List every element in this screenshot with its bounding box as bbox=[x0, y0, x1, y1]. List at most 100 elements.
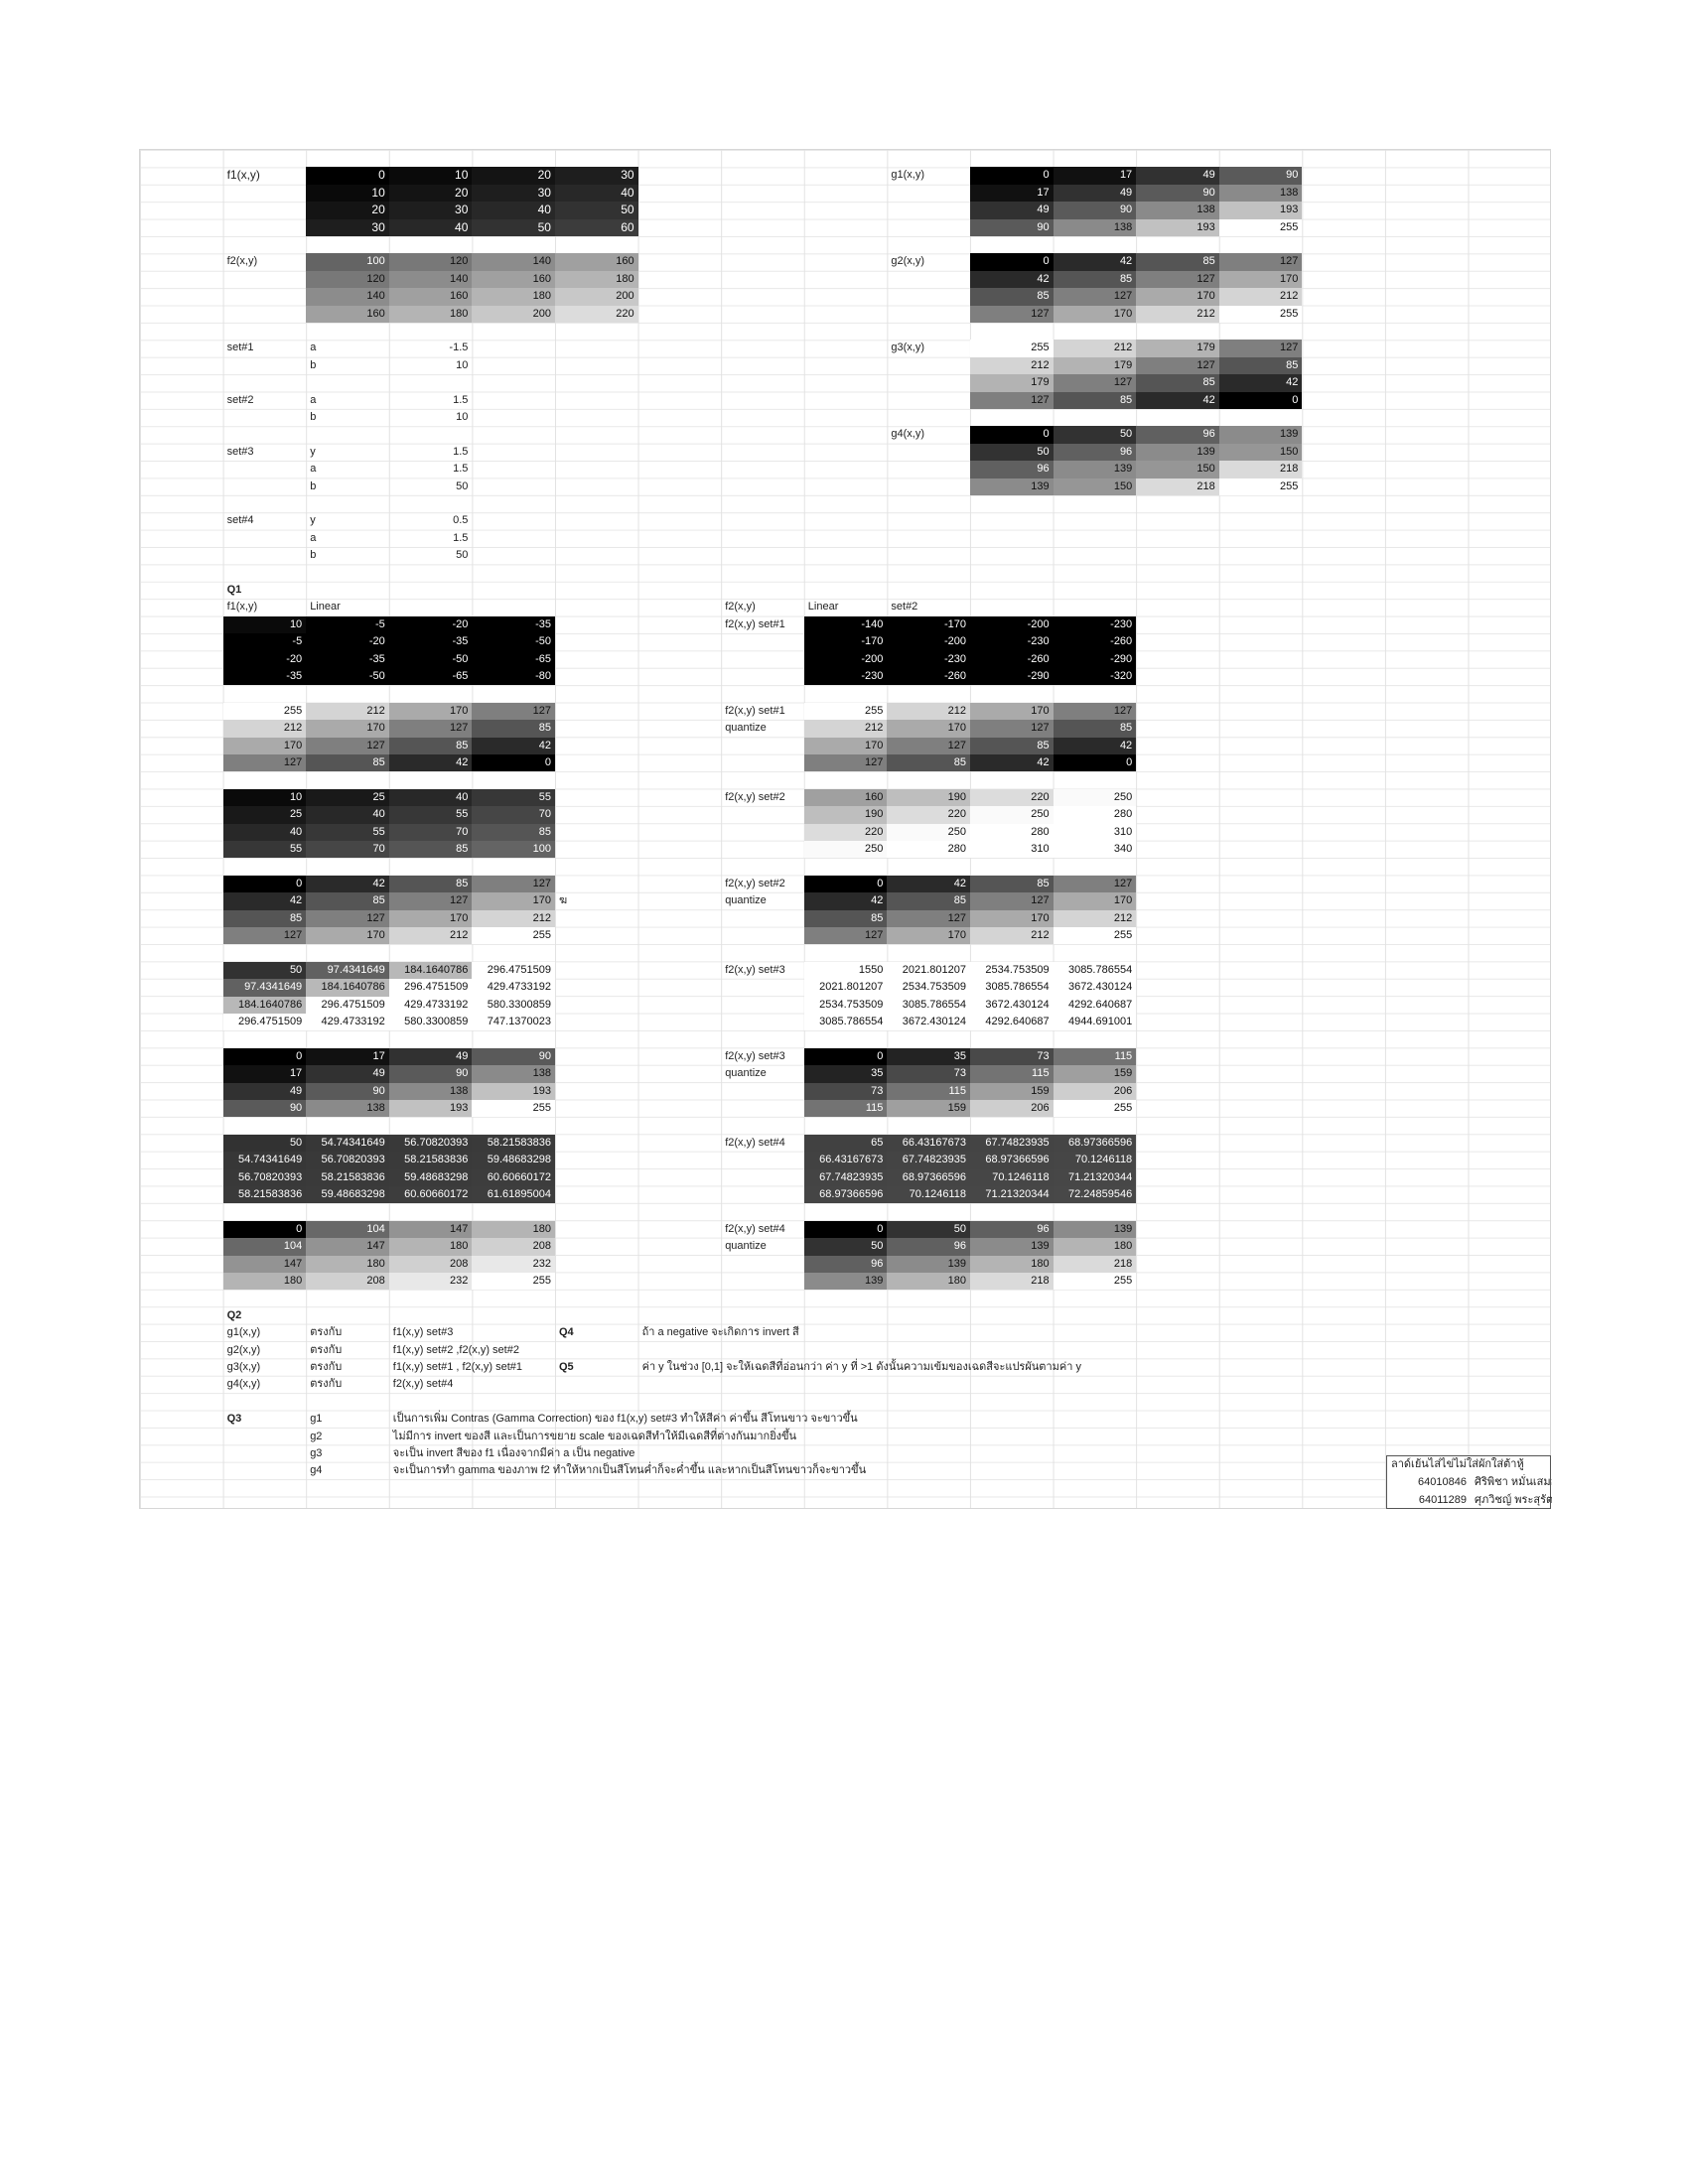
cell-label: f1(x,y) bbox=[226, 168, 260, 183]
matrix-cell: 180 bbox=[388, 1238, 473, 1256]
matrix-cell: -260 bbox=[1053, 633, 1137, 651]
matrix-cell: -65 bbox=[472, 650, 555, 668]
matrix-cell: 1550 bbox=[803, 961, 888, 980]
matrix-cell: -290 bbox=[1053, 650, 1137, 668]
matrix-cell: 139 bbox=[887, 1255, 970, 1273]
matrix-cell: 127 bbox=[887, 737, 970, 754]
matrix-cell: 0 bbox=[472, 754, 555, 772]
matrix-cell: 255 bbox=[1053, 1100, 1137, 1118]
cell-label: f2(x,y) set#3 bbox=[725, 963, 785, 976]
matrix-cell: 50 bbox=[472, 218, 555, 236]
matrix-cell: 3672.430124 bbox=[887, 1014, 970, 1031]
matrix-cell: 310 bbox=[1053, 823, 1137, 841]
matrix-cell: 170 bbox=[887, 927, 970, 945]
matrix-cell: 85 bbox=[1136, 374, 1219, 392]
matrix-cell: 55 bbox=[388, 806, 473, 824]
matrix-cell: 170 bbox=[388, 702, 473, 721]
matrix-cell: 150 bbox=[1053, 478, 1137, 495]
matrix-cell: -65 bbox=[388, 668, 473, 686]
matrix-cell: 59.48683298 bbox=[472, 1152, 555, 1169]
matrix-cell: 97.4341649 bbox=[222, 979, 307, 997]
cell-label: g4 bbox=[310, 1464, 323, 1477]
matrix-cell: 255 bbox=[970, 340, 1054, 357]
cell-label: g3(x,y) bbox=[891, 341, 925, 354]
matrix-cell: 180 bbox=[970, 1255, 1054, 1273]
matrix-cell: 54.74341649 bbox=[306, 1134, 389, 1153]
matrix-cell: 40 bbox=[222, 823, 307, 841]
matrix-cell: 0 bbox=[803, 1047, 888, 1066]
matrix-cell: 127 bbox=[1053, 702, 1137, 721]
matrix-cell: 170 bbox=[1218, 270, 1303, 289]
student-id: 64011289 bbox=[1418, 1494, 1467, 1506]
matrix-cell: 580.3300859 bbox=[388, 1014, 473, 1031]
matrix-cell: 85 bbox=[970, 875, 1054, 893]
matrix-cell: 0 bbox=[1218, 391, 1303, 409]
matrix-cell: 40 bbox=[388, 788, 473, 807]
matrix-cell: 49 bbox=[306, 1065, 389, 1083]
matrix-cell: 206 bbox=[1053, 1082, 1137, 1100]
cell-label: f2(x,y) set#2 bbox=[725, 790, 785, 803]
matrix-cell: 180 bbox=[555, 270, 638, 289]
matrix-cell: 147 bbox=[222, 1255, 307, 1273]
matrix-cell: 170 bbox=[803, 737, 888, 754]
student-id: 64010846 bbox=[1418, 1476, 1467, 1488]
matrix-cell: 3672.430124 bbox=[970, 996, 1054, 1014]
cell-label: Q3 bbox=[226, 1413, 242, 1426]
matrix-cell: -170 bbox=[887, 615, 970, 634]
matrix-cell: 40 bbox=[555, 184, 638, 203]
matrix-cell: 127 bbox=[222, 754, 307, 772]
matrix-cell: 120 bbox=[306, 270, 389, 289]
matrix-cell: 3085.786554 bbox=[887, 996, 970, 1014]
matrix-cell: 140 bbox=[306, 288, 389, 306]
matrix-cell: -140 bbox=[803, 615, 888, 634]
matrix-cell: 220 bbox=[970, 788, 1054, 807]
matrix-cell: 193 bbox=[1218, 202, 1303, 219]
cell-label: quantize bbox=[725, 1240, 767, 1253]
matrix-cell: 208 bbox=[472, 1238, 555, 1256]
matrix-cell: 160 bbox=[388, 288, 473, 306]
matrix-cell: 40 bbox=[472, 202, 555, 219]
matrix-cell: 127 bbox=[1053, 374, 1137, 392]
matrix-cell: 96 bbox=[970, 461, 1054, 478]
cell-label: b bbox=[310, 549, 317, 562]
matrix-cell: 179 bbox=[1136, 340, 1219, 357]
matrix-cell: 184.1640786 bbox=[306, 979, 389, 997]
matrix-cell: 190 bbox=[803, 806, 888, 824]
matrix-cell: 85 bbox=[970, 737, 1054, 754]
matrix-cell: 206 bbox=[970, 1100, 1054, 1118]
matrix-cell: 49 bbox=[1136, 167, 1219, 185]
matrix-cell: 127 bbox=[803, 754, 888, 772]
matrix-cell: 255 bbox=[472, 1100, 555, 1118]
matrix-cell: 3085.786554 bbox=[970, 979, 1054, 997]
param-value: 50 bbox=[456, 549, 469, 562]
matrix-cell: 138 bbox=[388, 1082, 473, 1100]
matrix-cell: -260 bbox=[970, 650, 1054, 668]
matrix-cell: 212 bbox=[803, 720, 888, 738]
matrix-cell: 70.1246118 bbox=[970, 1168, 1054, 1186]
cell-label: ฆ bbox=[559, 894, 568, 907]
cell-label: ตรงกับ bbox=[310, 1361, 343, 1373]
matrix-cell: 429.4733192 bbox=[306, 1014, 389, 1031]
matrix-cell: 0 bbox=[803, 875, 888, 893]
matrix-cell: 17 bbox=[970, 184, 1054, 203]
matrix-cell: -35 bbox=[222, 668, 307, 686]
matrix-cell: 0 bbox=[970, 167, 1054, 185]
matrix-cell: 139 bbox=[1053, 461, 1137, 478]
cell-label: g1(x,y) bbox=[891, 169, 925, 182]
param-value: -1.5 bbox=[449, 341, 469, 354]
cell-label: f2(x,y) set#4 bbox=[392, 1378, 454, 1391]
matrix-cell: 0 bbox=[222, 1220, 307, 1239]
matrix-cell: 212 bbox=[306, 702, 389, 721]
matrix-cell: 184.1640786 bbox=[388, 961, 473, 980]
matrix-cell: 85 bbox=[388, 737, 473, 754]
matrix-cell: 71.21320344 bbox=[970, 1186, 1054, 1204]
matrix-cell: 85 bbox=[1053, 270, 1137, 289]
matrix-cell: 200 bbox=[472, 305, 555, 323]
matrix-cell: -80 bbox=[472, 668, 555, 686]
matrix-cell: 96 bbox=[1136, 426, 1219, 444]
matrix-cell: 115 bbox=[970, 1065, 1054, 1083]
matrix-cell: 96 bbox=[887, 1238, 970, 1256]
matrix-cell: 180 bbox=[222, 1273, 307, 1291]
cell-label: g1(x,y) bbox=[226, 1326, 261, 1339]
matrix-cell: 160 bbox=[555, 253, 638, 271]
